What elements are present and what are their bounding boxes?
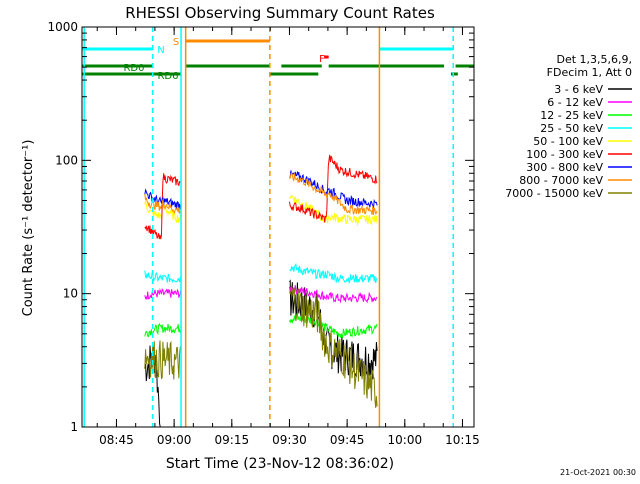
plot-layer: NS RD0 RD6 F 08:45 09:00 09:15 09:30 09:45 10:00 1… bbox=[47, 20, 479, 447]
x-tick-label-4: 09:30 bbox=[272, 433, 307, 447]
y-tick-label-1: 1 bbox=[70, 420, 78, 434]
legend-label-800-7000-kev: 800 - 7000 keV bbox=[519, 174, 603, 187]
series-line-300-800-kev-2 bbox=[289, 170, 378, 209]
series-line-100-300-kev-1 bbox=[144, 173, 182, 240]
x-tick-label-6: 10:00 bbox=[388, 433, 423, 447]
legend-label-6-12-kev: 6 - 12 keV bbox=[547, 96, 603, 109]
plot-frame bbox=[81, 26, 475, 428]
legend-label-25-50-kev: 25 - 50 keV bbox=[540, 122, 603, 135]
series-line-800-7000-kev-1 bbox=[144, 193, 182, 214]
series-line-7000-15000-kev-1 bbox=[144, 340, 182, 380]
flag-label-s: S bbox=[173, 37, 179, 48]
series-line-25-50-kev-2 bbox=[289, 263, 378, 284]
series-line-25-50-kev-1 bbox=[144, 270, 182, 284]
flag-label-rd0: RD0 bbox=[123, 63, 144, 74]
series-line-12-25-kev-1 bbox=[144, 322, 182, 338]
flag-label-rd6: RD6 bbox=[157, 71, 178, 82]
series-line-300-800-kev-1 bbox=[144, 188, 182, 210]
y-tick-label-4: 1000 bbox=[47, 20, 78, 34]
legend-label-3-6-kev: 3 - 6 keV bbox=[554, 83, 603, 96]
series-line-800-7000-kev-2 bbox=[289, 171, 378, 216]
y-axis-label: Count Rate (s⁻¹ detector⁻¹) bbox=[21, 140, 36, 317]
x-tick-label-5: 09:45 bbox=[330, 433, 365, 447]
legend-label-50-100-kev: 50 - 100 keV bbox=[533, 135, 603, 148]
legend: Det 1,3,5,6,9,FDecim 1, Att 0 3 - 6 keV6 … bbox=[505, 53, 632, 200]
y-tick-label-3: 100 bbox=[55, 153, 78, 167]
legend-header-1: Det 1,3,5,6,9, bbox=[556, 53, 632, 66]
x-tick-label-3: 09:15 bbox=[215, 433, 250, 447]
x-tick-label-2: 09:00 bbox=[157, 433, 192, 447]
series-line-7000-15000-kev-2 bbox=[289, 285, 378, 408]
legend-label-100-300-kev: 100 - 300 keV bbox=[526, 148, 603, 161]
x-tick-label-1: 08:45 bbox=[99, 433, 134, 447]
series-line-6-12-kev-2 bbox=[289, 285, 378, 304]
x-tick-label-7: 10:15 bbox=[445, 433, 480, 447]
flag-label-n: N bbox=[157, 45, 164, 56]
legend-label-7000-15000-kev: 7000 - 15000 keV bbox=[505, 187, 603, 200]
chart-title: RHESSI Observing Summary Count Rates bbox=[125, 4, 435, 22]
flag-label-f: F bbox=[319, 54, 325, 65]
legend-label-12-25-kev: 12 - 25 keV bbox=[540, 109, 603, 122]
series-line-50-100-kev-2 bbox=[289, 194, 378, 226]
x-axis-label: Start Time (23-Nov-12 08:36:02) bbox=[166, 456, 394, 472]
footer-timestamp: 21-Oct-2021 00:30 bbox=[560, 468, 636, 477]
series-line-6-12-kev-1 bbox=[144, 288, 182, 300]
series-line-100-300-kev-2 bbox=[289, 154, 378, 223]
legend-header-2: FDecim 1, Att 0 bbox=[547, 66, 632, 79]
legend-label-300-800-kev: 300 - 800 keV bbox=[526, 161, 603, 174]
y-tick-label-2: 10 bbox=[63, 287, 78, 301]
